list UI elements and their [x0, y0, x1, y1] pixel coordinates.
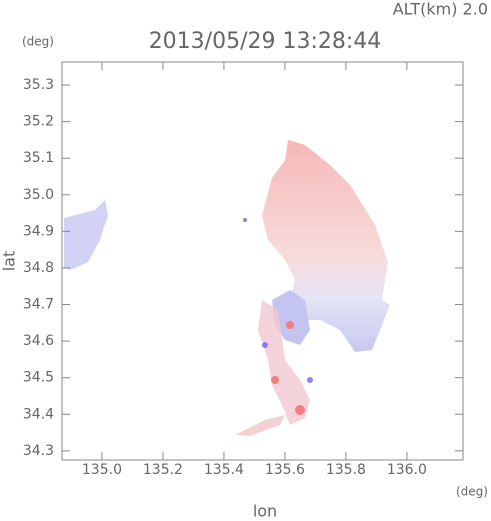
y-axis-label: lat — [0, 251, 19, 272]
y-tick-label: 34.8 — [23, 260, 54, 276]
echo-region — [235, 415, 285, 436]
subtitle: ALT(km) 2.0 — [393, 0, 488, 19]
echo-cell — [295, 405, 305, 415]
echo-region — [272, 290, 310, 345]
echo-region — [258, 300, 310, 425]
y-unit: (deg) — [22, 35, 54, 49]
echo-cell — [243, 218, 247, 222]
echo-cell — [271, 376, 279, 384]
echo-cell — [286, 321, 294, 329]
chart-title: 2013/05/29 13:28:44 — [149, 29, 382, 54]
x-tick-label: 135.2 — [143, 462, 183, 478]
y-tick-label: 34.6 — [23, 333, 54, 349]
x-tick-label: 135.0 — [82, 462, 122, 478]
x-tick-label: 135.4 — [204, 462, 244, 478]
y-tick-label: 34.3 — [23, 443, 54, 459]
y-tick-label: 34.5 — [23, 370, 54, 386]
y-tick-label: 34.4 — [23, 406, 54, 422]
x-tick-label: 136.0 — [387, 462, 427, 478]
plot-frame — [61, 61, 464, 461]
x-tick-label: 135.6 — [265, 462, 305, 478]
y-tick-label: 35.2 — [23, 114, 54, 130]
echo-cell — [307, 377, 313, 383]
y-tick-label: 35.0 — [23, 187, 54, 203]
y-tick-label: 34.9 — [23, 223, 54, 239]
x-tick-label: 135.8 — [326, 462, 366, 478]
x-unit: (deg) — [456, 485, 488, 499]
radar-echo — [64, 140, 390, 436]
echo-region — [64, 200, 108, 270]
y-tick-label: 34.7 — [23, 297, 54, 313]
x-axis-label: lon — [253, 502, 277, 521]
y-tick-label: 35.1 — [23, 150, 54, 166]
y-tick-label: 35.3 — [23, 77, 54, 93]
echo-cell — [262, 342, 268, 348]
